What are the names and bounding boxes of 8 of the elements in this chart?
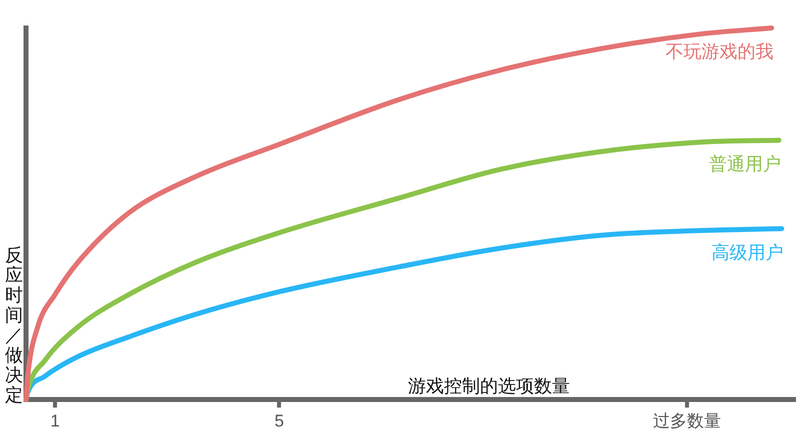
- series-label: 高级用户: [712, 242, 784, 264]
- x-tick-label: 5: [274, 411, 284, 430]
- series-label: 不玩游戏的我: [666, 42, 774, 63]
- x-tick-label: 过多数量: [653, 411, 722, 430]
- series-label: 普通用户: [708, 154, 781, 175]
- x-axis-title: 游戏控制的选项数量: [408, 375, 570, 398]
- y-axis-title: 反应时间／做决定: [4, 245, 24, 406]
- x-tick-label: 1: [50, 411, 60, 430]
